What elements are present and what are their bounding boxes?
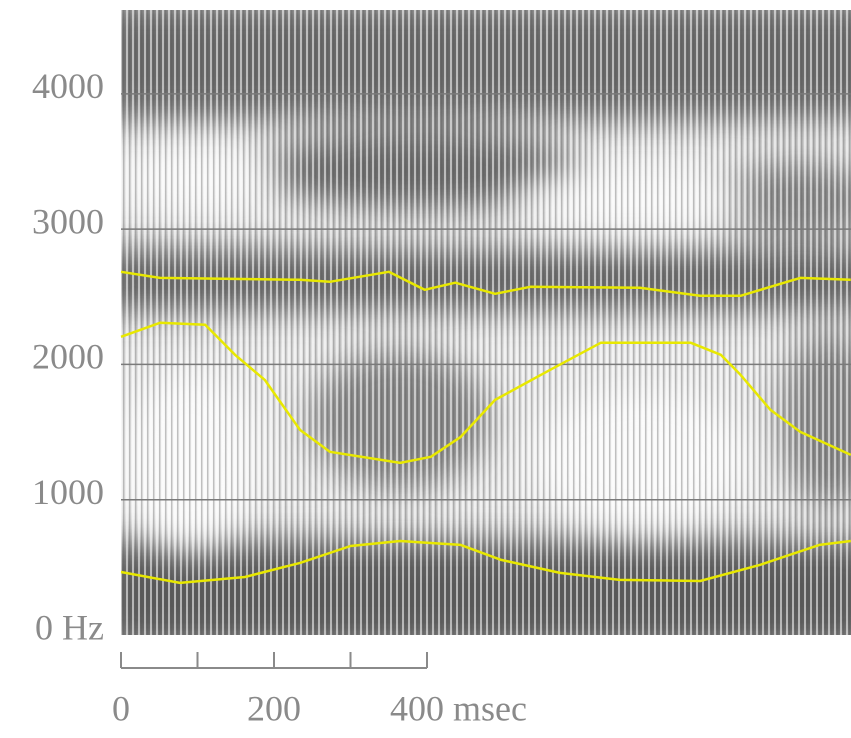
x-tick-label: 400 msec	[390, 688, 527, 728]
y-tick-label: 4000	[32, 66, 104, 106]
axis-labels: 0 Hz 1000 2000 3000 4000 0 200 400 msec	[32, 66, 527, 728]
formant-lines	[120, 270, 851, 585]
formant-line	[120, 539, 851, 585]
spectrogram	[121, 10, 851, 635]
y-tick-label: 3000	[32, 201, 104, 241]
x-tick-label: 200	[247, 688, 301, 728]
y-tick-label: 0 Hz	[35, 607, 104, 647]
formant-line	[120, 321, 851, 465]
x-tick-label: 0	[112, 688, 130, 728]
y-tick-label: 1000	[32, 472, 104, 512]
formant-line	[120, 270, 851, 298]
y-tick-label: 2000	[32, 337, 104, 377]
